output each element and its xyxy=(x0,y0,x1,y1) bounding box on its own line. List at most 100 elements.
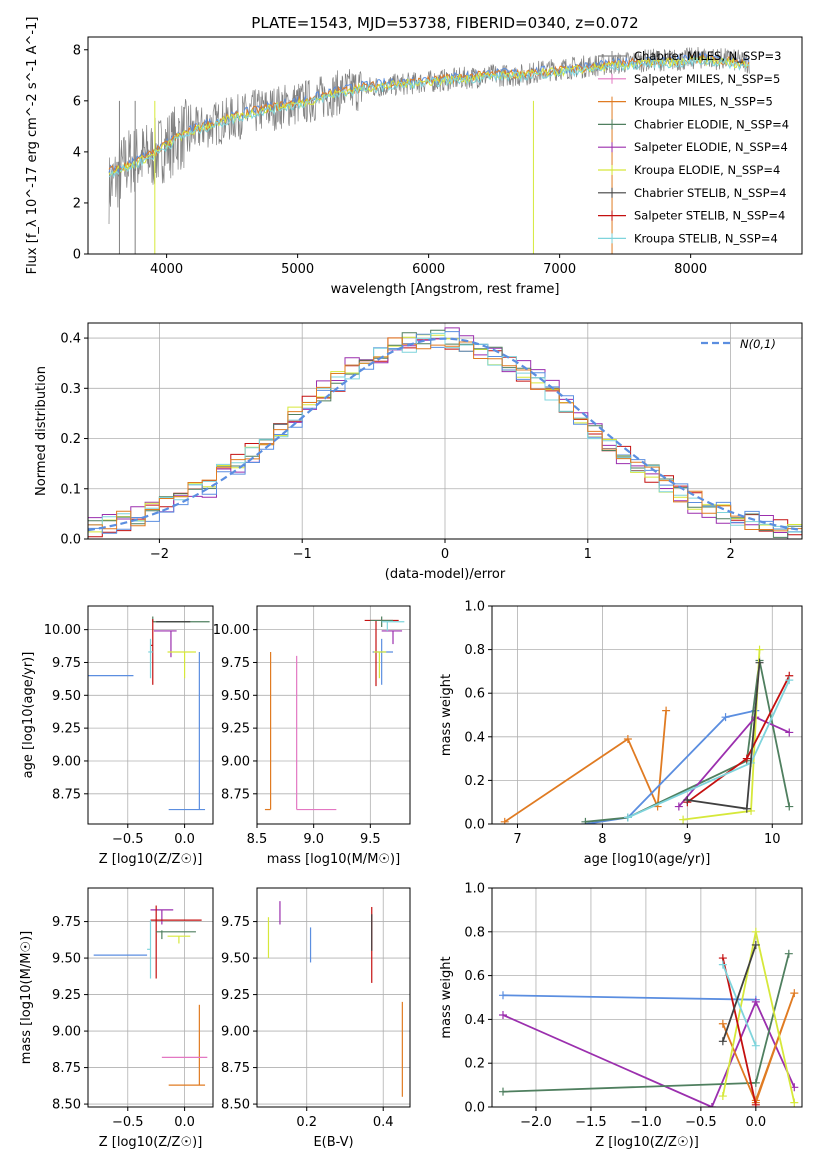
y-tick-label: 0.6 xyxy=(464,687,485,702)
x-tick-label: 8.5 xyxy=(247,832,268,847)
data-point-marker xyxy=(500,817,509,824)
y-tick-label: 9.00 xyxy=(52,1025,81,1040)
y-axis-label: mass weight xyxy=(439,674,454,756)
x-tick-label: 8 xyxy=(598,832,606,847)
mass-weight-line xyxy=(502,994,756,1001)
plot-area xyxy=(108,46,750,254)
model-spectrum-line xyxy=(108,56,750,178)
y-tick-label: 9.50 xyxy=(52,952,81,967)
plot-frame xyxy=(256,605,411,825)
plot-frame xyxy=(491,887,803,1108)
y-tick-label: 0.1 xyxy=(60,482,81,497)
legend-entry: Chabrier STELIB, N_SSP=4 xyxy=(634,186,786,200)
y-tick-label: 9.25 xyxy=(52,988,81,1003)
y-tick-label: 0.4 xyxy=(464,1013,485,1028)
x-axis-label: mass [log10(M/M☉)] xyxy=(267,852,400,867)
x-tick-label: −0.5 xyxy=(112,1115,144,1130)
plot-frame xyxy=(87,36,803,255)
age-vs-metallicity-panel: −0.5 0.0 8.75 9.00 9.25 9.50 9.75 10.00 Z [log10… xyxy=(21,605,214,867)
y-tick-label: 2 xyxy=(73,196,81,211)
plot-area xyxy=(500,645,794,824)
mass-vs-metallicity-panel: −0.5 0.0 8.50 8.75 9.00 9.25 9.50 9.75 Z [log10(… xyxy=(19,887,214,1150)
plot-frame xyxy=(87,605,214,825)
y-tick-label: 0.2 xyxy=(60,432,81,447)
x-tick-label: −2 xyxy=(150,547,169,562)
plot-area xyxy=(498,927,799,1107)
age-vs-mass-panel: 8.5 9.0 9.5 8.75 9.00 9.25 9.50 9.75 10.00 mass [… xyxy=(213,605,411,867)
x-tick-label: 0.2 xyxy=(296,1115,317,1130)
y-tick-label: 0.2 xyxy=(464,774,485,789)
x-tick-label: 7000 xyxy=(543,262,576,277)
data-point-marker xyxy=(751,997,760,1006)
mass-weight-line xyxy=(627,679,791,819)
normal-curve-line xyxy=(88,337,802,532)
data-point-marker xyxy=(785,676,794,685)
x-axis-label: E(B-V) xyxy=(313,1135,353,1150)
x-tick-label: 5000 xyxy=(281,262,314,277)
data-point-marker xyxy=(751,1078,760,1087)
data-point-marker xyxy=(718,960,727,969)
data-point-marker xyxy=(674,802,683,811)
mass-weight-vs-metallicity-panel: −2.0 −1.5 −1.0 −0.5 0.0 0.0 0.2 0.4 0.6 0.8 1.0 Z [… xyxy=(439,882,803,1150)
y-tick-label: 9.75 xyxy=(221,656,250,671)
spectrum-panel: 4000 5000 6000 7000 8000 0 2 4 6 8 wavelength [Ang… xyxy=(25,14,803,297)
plot-frame xyxy=(87,322,803,540)
data-point-marker xyxy=(718,1037,727,1046)
data-point-marker xyxy=(790,989,799,998)
y-tick-label: 9.00 xyxy=(52,754,81,769)
data-point-marker xyxy=(784,949,793,958)
y-tick-label: 0.8 xyxy=(464,925,485,940)
mass-weight-line xyxy=(678,716,790,808)
y-axis-label: Normed distribution xyxy=(34,366,49,496)
mass-weight-line xyxy=(722,944,757,1042)
legend-entry: Kroupa ELODIE, N_SSP=4 xyxy=(634,163,780,177)
legend-entry: N(0,1) xyxy=(740,337,776,351)
x-tick-label: 7 xyxy=(513,832,521,847)
x-axis-label: Z [log10(Z/Z☉)] xyxy=(99,1135,203,1150)
data-point-marker xyxy=(751,1041,760,1050)
x-axis-label: wavelength [Angstrom, rest frame] xyxy=(331,282,560,297)
data-point-marker xyxy=(785,728,794,737)
y-tick-label: 9.25 xyxy=(221,722,250,737)
data-point-marker xyxy=(498,991,507,1000)
mass-weight-line xyxy=(722,964,757,1047)
y-tick-label: 9.00 xyxy=(221,754,250,769)
plot-area xyxy=(93,905,208,1086)
x-tick-label: 4000 xyxy=(150,262,183,277)
data-point-marker xyxy=(498,1011,507,1020)
x-tick-label: −0.5 xyxy=(685,1115,717,1130)
y-tick-label: 8.50 xyxy=(221,1098,250,1113)
mass-weight-line xyxy=(722,957,757,1105)
y-tick-label: 0.4 xyxy=(464,730,485,745)
plot-area xyxy=(264,616,405,811)
data-point-marker xyxy=(755,645,764,654)
legend-entry: Salpeter ELODIE, N_SSP=4 xyxy=(634,140,788,154)
data-point-marker xyxy=(742,804,751,813)
data-point-marker xyxy=(751,927,760,936)
x-tick-label: 1 xyxy=(584,547,592,562)
y-tick-label: 0.0 xyxy=(464,818,485,833)
x-tick-label: 9 xyxy=(683,832,691,847)
data-point-marker xyxy=(707,1103,716,1107)
x-tick-label: 0 xyxy=(441,547,449,562)
x-tick-label: 8000 xyxy=(674,262,707,277)
y-tick-label: 8.75 xyxy=(221,787,250,802)
mass-weight-line xyxy=(722,992,796,1106)
y-tick-label: 8.75 xyxy=(52,787,81,802)
x-tick-label: −1.5 xyxy=(575,1115,607,1130)
histogram-step-line xyxy=(88,337,802,539)
mass-vs-extinction-panel: 0.2 0.4 8.50 8.75 9.00 9.25 9.50 9.75 E(B-V) xyxy=(221,887,411,1150)
data-point-marker xyxy=(790,1098,799,1107)
y-tick-label: 9.75 xyxy=(52,915,81,930)
plot-area xyxy=(267,901,403,1097)
y-tick-label: 8.75 xyxy=(221,1061,250,1076)
x-tick-label: −1.0 xyxy=(630,1115,662,1130)
mass-weight-line xyxy=(585,709,756,824)
chart-title: PLATE=1543, MJD=53738, FIBERID=0340, z=0… xyxy=(251,14,638,32)
data-point-marker xyxy=(662,706,671,715)
y-tick-label: 1.0 xyxy=(464,882,485,897)
x-tick-label: 9.5 xyxy=(360,832,381,847)
legend-entry: Salpeter MILES, N_SSP=5 xyxy=(634,72,780,86)
mass-weight-line xyxy=(686,675,791,803)
x-tick-label: 9.0 xyxy=(303,832,324,847)
